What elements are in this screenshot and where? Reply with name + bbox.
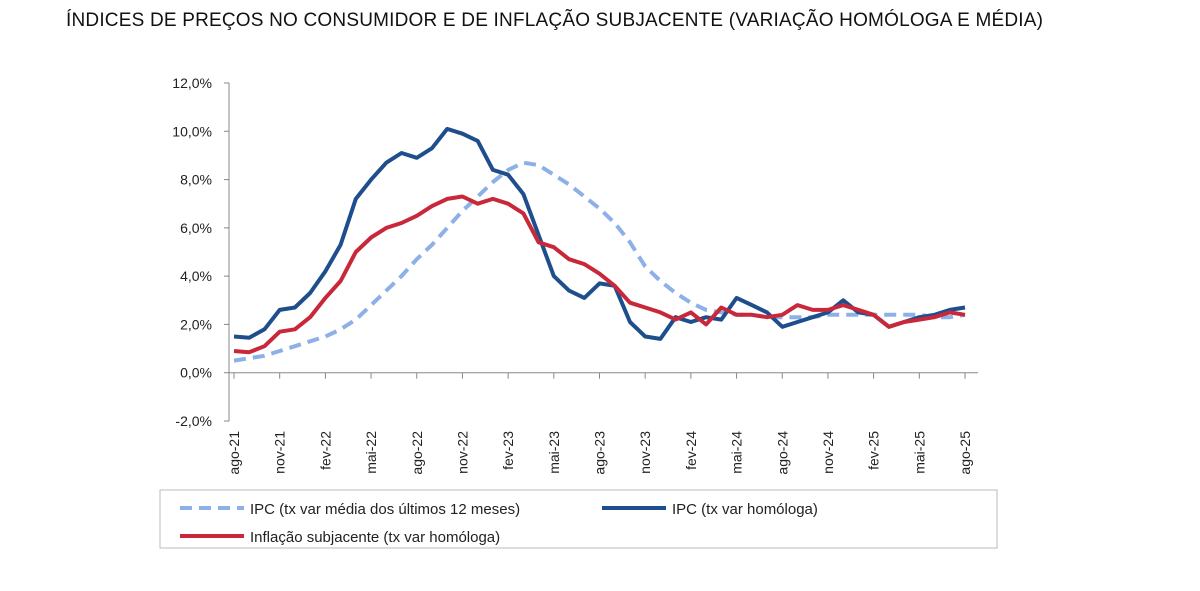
- legend-box: [159, 489, 998, 549]
- legend-label: Inflação subjacente (tx var homóloga): [250, 529, 500, 546]
- x-tick-label: ago-25: [957, 431, 973, 475]
- legend-label: IPC (tx var média dos últimos 12 meses): [250, 501, 520, 518]
- chart-title: ÍNDICES DE PREÇOS NO CONSUMIDOR E DE INF…: [66, 10, 1044, 31]
- x-tick-label: ago-22: [409, 431, 425, 475]
- y-tick-label: 0,0%: [180, 365, 212, 381]
- x-tick-label: nov-21: [272, 431, 288, 474]
- series-line-1: [233, 126, 966, 341]
- x-tick-label: ago-23: [592, 431, 608, 475]
- x-tick-label: fev-24: [683, 431, 699, 470]
- y-tick-label: 2,0%: [180, 316, 212, 332]
- series-line-0: [233, 160, 966, 363]
- x-tick-label: nov-24: [820, 431, 836, 474]
- series-line-2: [233, 194, 966, 355]
- y-tick-label: 10,0%: [172, 123, 212, 139]
- y-tick-label: 4,0%: [180, 268, 212, 284]
- x-tick-label: mai-22: [363, 431, 379, 474]
- x-tick-label: fev-25: [866, 431, 882, 470]
- legend-label: IPC (tx var homóloga): [672, 501, 818, 518]
- x-tick-label: nov-23: [637, 431, 653, 474]
- x-tick-label: fev-23: [500, 431, 516, 470]
- y-tick-label: 12,0%: [172, 75, 212, 91]
- x-tick-label: fev-22: [317, 431, 333, 470]
- x-tick-label: ago-24: [774, 431, 790, 475]
- y-tick-label: 6,0%: [180, 220, 212, 236]
- y-tick-label: 8,0%: [180, 172, 212, 188]
- x-tick-label: mai-23: [546, 431, 562, 474]
- y-tick-label: -2,0%: [175, 413, 212, 429]
- x-tick-label: nov-22: [454, 431, 470, 474]
- x-tick-label: mai-24: [729, 431, 745, 474]
- x-tick-label: ago-21: [226, 431, 242, 475]
- x-tick-label: mai-25: [911, 431, 927, 474]
